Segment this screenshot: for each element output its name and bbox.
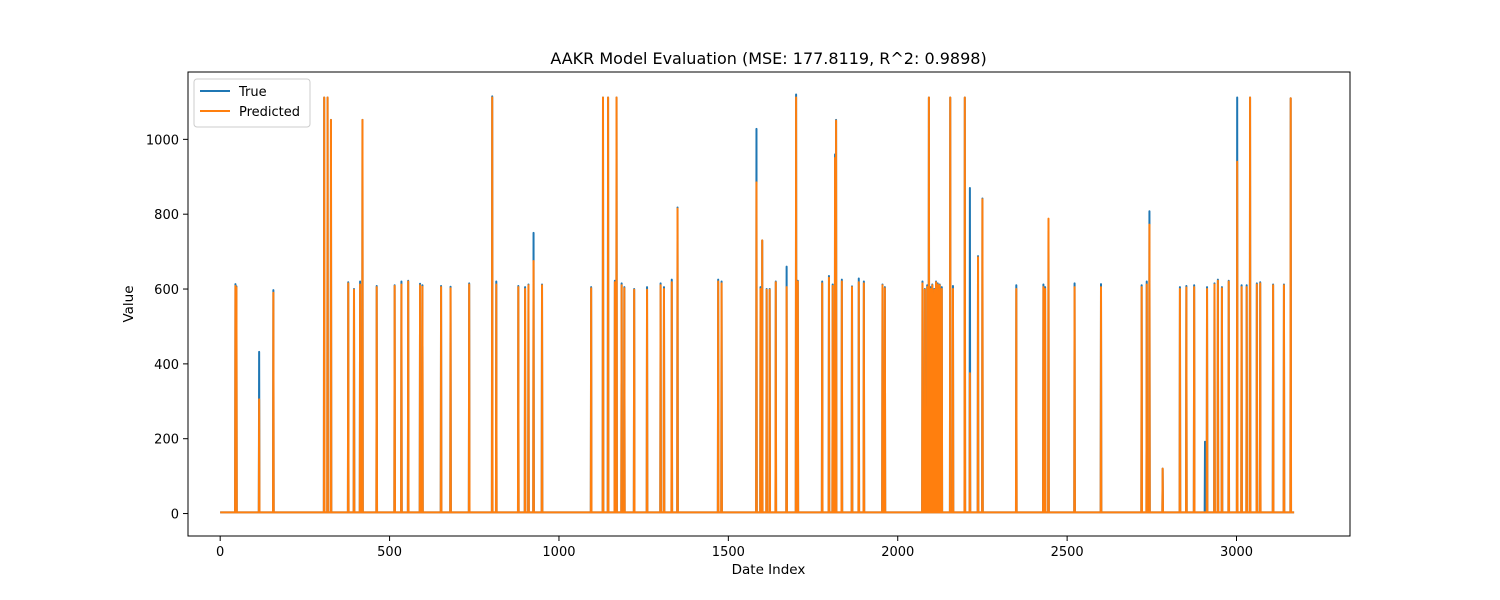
y-tick-label: 400 (154, 358, 179, 373)
series-layer (220, 93, 1295, 514)
legend: True Predicted (193, 78, 311, 128)
y-tick-label: 1000 (146, 133, 179, 148)
x-axis-label: Date Index (732, 562, 806, 578)
x-tick-label: 0 (216, 545, 224, 560)
x-tick-label: 2500 (1051, 545, 1084, 560)
x-tick-label: 3000 (1220, 545, 1253, 560)
x-tick-label: 2000 (881, 545, 914, 560)
legend-label-predicted: Predicted (239, 105, 300, 120)
y-tick-label: 0 (171, 508, 179, 523)
legend-label-true: True (238, 85, 267, 100)
x-tick-label: 500 (377, 545, 402, 560)
y-tick-label: 600 (154, 283, 179, 298)
chart-title: AAKR Model Evaluation (MSE: 177.8119, R^… (550, 49, 986, 68)
y-tick-label: 800 (154, 208, 179, 223)
x-tick-label: 1000 (542, 545, 575, 560)
plot-area-frame (187, 71, 1351, 537)
series-line-predicted (220, 96, 1295, 514)
x-tick-label: 1500 (712, 545, 745, 560)
y-tick-label: 200 (154, 433, 179, 448)
y-axis-label: Value (121, 285, 137, 322)
axes-layer: 0 500 1000 1500 2000 2500 3000 0 200 400 600 800 100… (146, 71, 1351, 560)
